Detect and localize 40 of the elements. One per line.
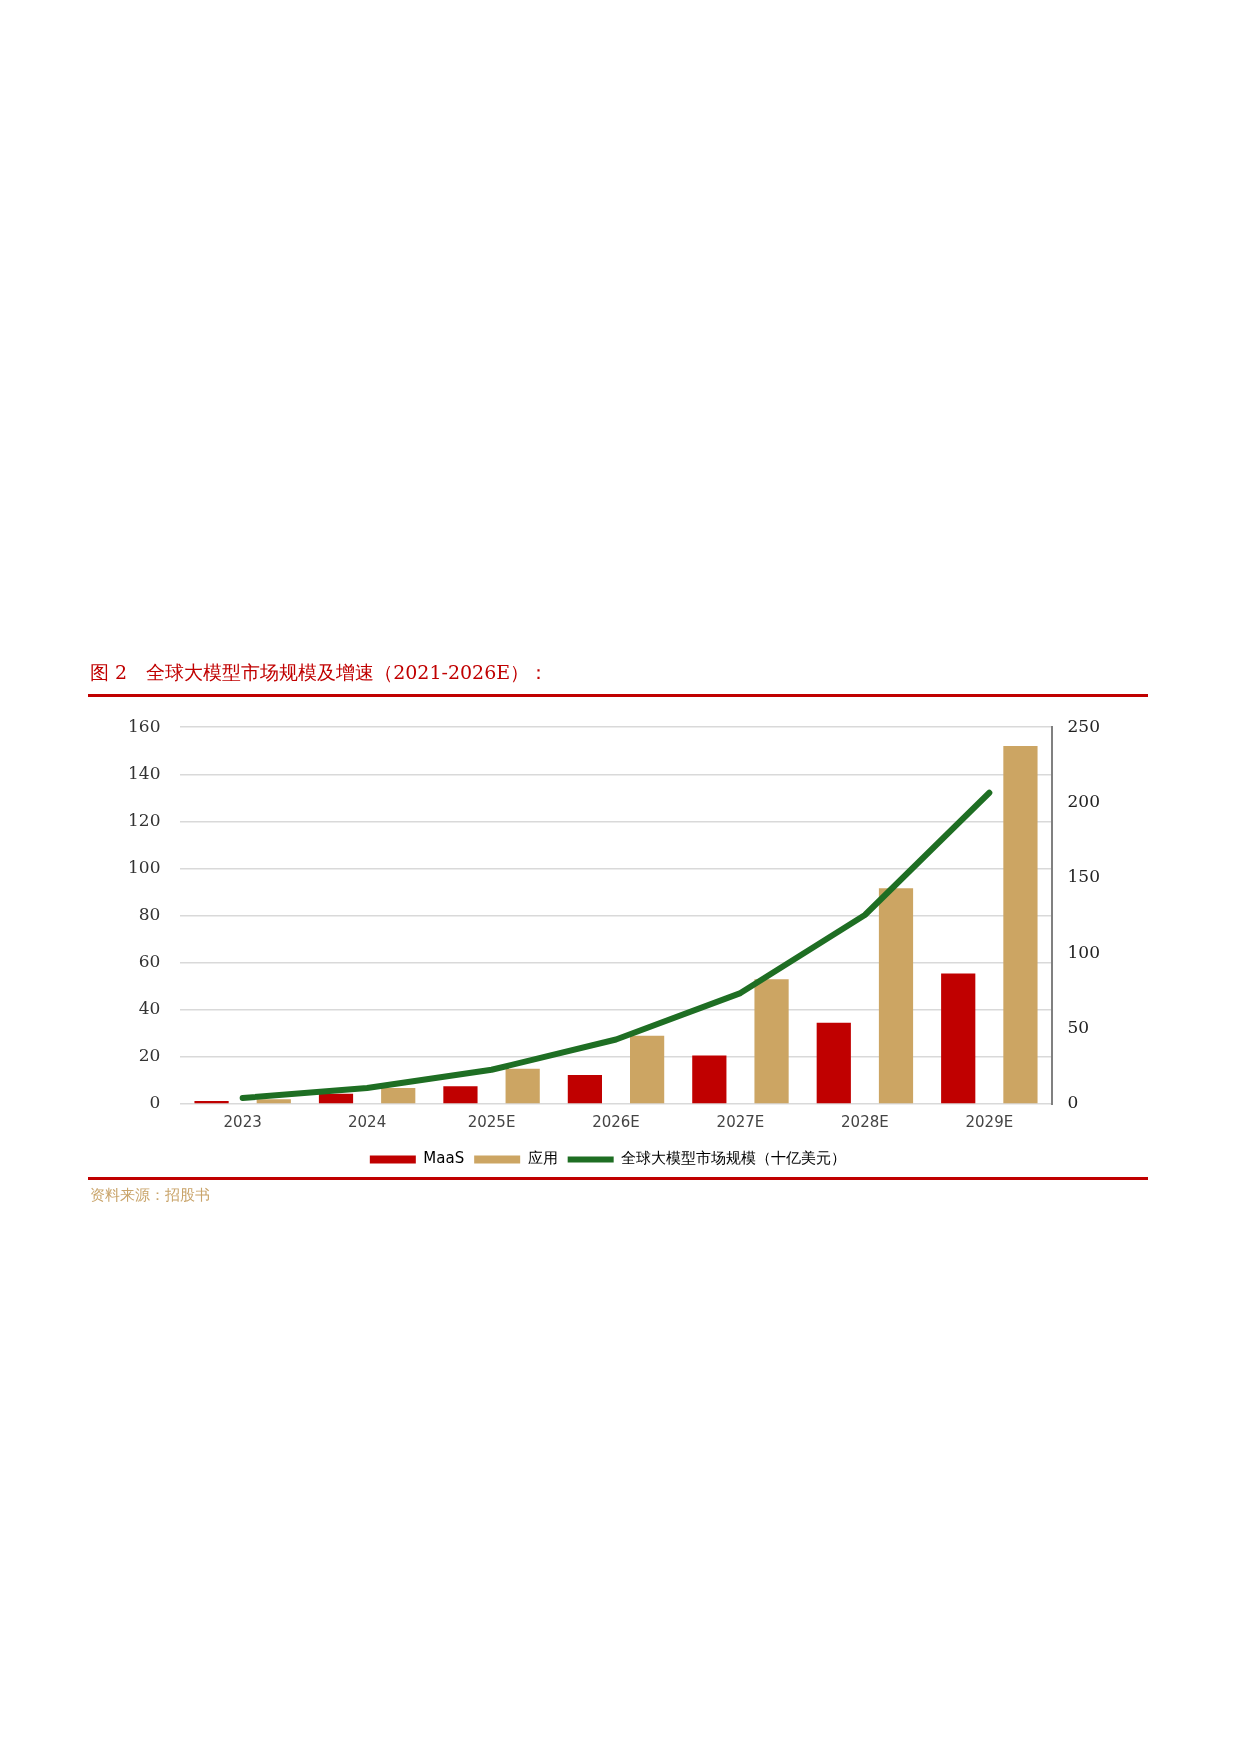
- x-tick-label: 2027E: [716, 1112, 765, 1131]
- text: 资料来源：招股书: [88, 1177, 1148, 1211]
- bar: [318, 1093, 354, 1104]
- bar: [754, 979, 789, 1104]
- legend-label: 全球大模型市场规模（十亿美元）: [621, 1149, 847, 1168]
- y-tick-label: 80: [138, 904, 161, 925]
- y-tick-label: 60: [138, 951, 161, 972]
- y-tick-label: 160: [127, 715, 161, 736]
- y2-tick-label: 250: [1067, 715, 1101, 736]
- y2-tick-label: 100: [1067, 941, 1101, 962]
- bar: [256, 1099, 291, 1104]
- x-tick-label: 2025E: [467, 1112, 516, 1131]
- bar: [567, 1075, 602, 1104]
- y-tick-label: 100: [127, 856, 161, 877]
- bar: [692, 1055, 727, 1104]
- legend-label: 应用: [527, 1149, 558, 1168]
- bar: [381, 1087, 416, 1104]
- x-tick-label: 2028E: [841, 1112, 889, 1131]
- chart-title: 图 2 全球大模型市场规模及增速（2021-2026E）：: [88, 660, 1148, 697]
- y-tick-label: 120: [127, 809, 161, 830]
- x-tick-label: 2024: [348, 1112, 387, 1131]
- y-tick-label: 20: [138, 1045, 161, 1066]
- y-tick-label: 140: [127, 762, 161, 783]
- bar: [630, 1035, 665, 1104]
- y-tick-label: 40: [138, 998, 161, 1019]
- y2-tick-label: 0: [1067, 1092, 1079, 1113]
- bar: [443, 1086, 478, 1104]
- y-tick-label: 0: [149, 1092, 161, 1113]
- bar: [816, 1022, 851, 1104]
- y2-tick-label: 200: [1067, 790, 1101, 811]
- bar: [1003, 746, 1038, 1104]
- x-tick-label: 2026E: [592, 1112, 640, 1131]
- bar: [878, 888, 914, 1104]
- x-tick-label: 2029E: [965, 1112, 1014, 1131]
- y2-tick-label: 50: [1067, 1017, 1090, 1038]
- legend-label: MaaS: [423, 1149, 465, 1168]
- bar: [941, 973, 976, 1104]
- y2-tick-label: 150: [1067, 866, 1101, 887]
- bar: [505, 1068, 540, 1104]
- x-tick-label: 2023: [223, 1112, 262, 1131]
